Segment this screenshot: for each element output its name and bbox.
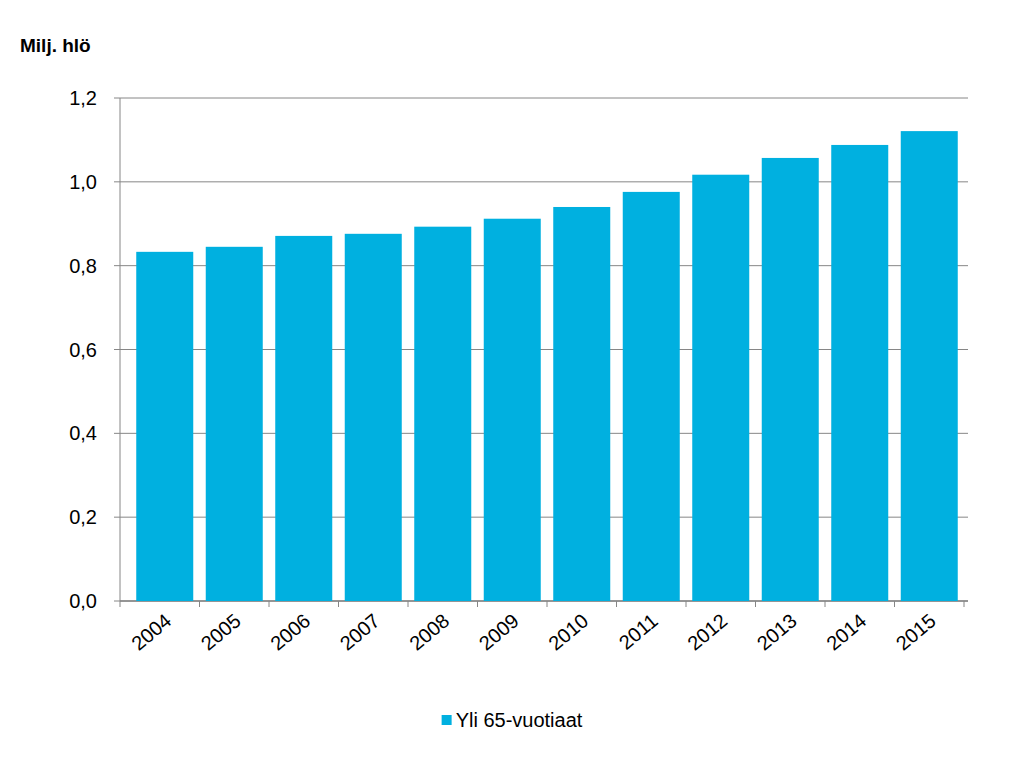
x-tick-label: 2005 bbox=[197, 609, 245, 654]
bar bbox=[206, 247, 263, 601]
x-tick bbox=[547, 601, 548, 607]
x-tick bbox=[408, 601, 409, 607]
y-tick-label: 1,2 bbox=[69, 87, 97, 109]
x-tick bbox=[964, 601, 965, 607]
bar bbox=[414, 227, 471, 601]
bar bbox=[275, 236, 332, 601]
x-tick-label: 2006 bbox=[266, 609, 314, 654]
bar bbox=[484, 219, 541, 601]
x-tick bbox=[120, 601, 121, 607]
y-tick-label: 0,2 bbox=[69, 506, 97, 528]
y-axis-line bbox=[120, 98, 121, 601]
x-tick bbox=[686, 601, 687, 607]
y-tick-label: 1,0 bbox=[69, 171, 97, 193]
y-axis-label: Milj. hlö bbox=[20, 35, 91, 56]
x-tick bbox=[616, 601, 617, 607]
bar bbox=[692, 175, 749, 601]
x-tick-label: 2008 bbox=[405, 609, 453, 654]
y-tick-label: 0,6 bbox=[69, 339, 97, 361]
bar bbox=[831, 145, 888, 601]
y-tick-label: 0,4 bbox=[69, 422, 97, 444]
x-tick bbox=[825, 601, 826, 607]
legend-swatch bbox=[442, 715, 452, 725]
x-tick-label: 2010 bbox=[544, 609, 592, 654]
x-tick-label: 2014 bbox=[822, 609, 870, 654]
bar bbox=[623, 192, 680, 601]
y-tick-label: 0,8 bbox=[69, 255, 97, 277]
y-tick-label: 0,0 bbox=[69, 590, 97, 612]
legend-label: Yli 65-vuotiaat bbox=[456, 709, 583, 731]
x-tick bbox=[894, 601, 895, 607]
bar bbox=[762, 158, 819, 601]
grid-line bbox=[114, 98, 968, 99]
x-tick-label: 2004 bbox=[127, 609, 175, 654]
x-tick bbox=[199, 601, 200, 607]
x-tick-label: 2007 bbox=[336, 609, 384, 654]
x-tick-label: 2009 bbox=[475, 609, 523, 654]
x-tick bbox=[477, 601, 478, 607]
bar bbox=[553, 207, 610, 601]
bar bbox=[345, 234, 402, 601]
x-tick-label: 2015 bbox=[892, 609, 940, 654]
x-tick bbox=[338, 601, 339, 607]
x-tick bbox=[269, 601, 270, 607]
x-tick-label: 2012 bbox=[683, 609, 731, 654]
x-tick-label: 2011 bbox=[615, 609, 662, 654]
x-tick bbox=[755, 601, 756, 607]
legend-entry: Yli 65-vuotiaat bbox=[442, 709, 583, 731]
bar bbox=[136, 252, 193, 601]
bars bbox=[136, 131, 958, 601]
x-tick-label: 2013 bbox=[753, 609, 801, 654]
chart: Milj. hlö 0,0 0,2 0,4 0,6 0,8 1,0 1,2 2004 2005 20… bbox=[0, 0, 1024, 769]
bar bbox=[901, 131, 958, 601]
